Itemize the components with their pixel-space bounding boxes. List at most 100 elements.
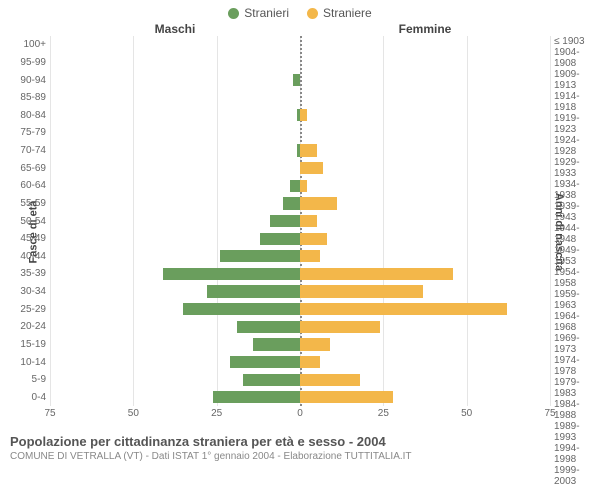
age-label: 95-99 (0, 54, 50, 72)
bar-female (300, 250, 320, 262)
birth-year-label: 1969-1973 (550, 333, 600, 355)
birth-year-label: 1914-1918 (550, 91, 600, 113)
bar-male (230, 356, 300, 368)
age-label: 20-24 (0, 318, 50, 336)
age-label: 35-39 (0, 265, 50, 283)
bar-male (207, 285, 300, 297)
bar-row (50, 283, 550, 301)
birth-year-label: 1984-1988 (550, 399, 600, 421)
x-tick-label: 50 (461, 408, 472, 419)
age-label: 70-74 (0, 142, 50, 160)
bar-row (50, 212, 550, 230)
bar-row (50, 54, 550, 72)
bar-female (300, 338, 330, 350)
bar-row (50, 336, 550, 354)
bar-male (183, 303, 300, 315)
age-label: 45-49 (0, 230, 50, 248)
bar-female (300, 197, 337, 209)
grid-line (550, 36, 551, 406)
bar-male (237, 321, 300, 333)
birth-year-label: 1949-1953 (550, 245, 600, 267)
age-label: 75-79 (0, 124, 50, 142)
bar-male (283, 197, 300, 209)
bar-row (50, 353, 550, 371)
chart-title: Popolazione per cittadinanza straniera p… (10, 434, 590, 449)
birth-year-label: 1924-1928 (550, 135, 600, 157)
bar-male (270, 215, 300, 227)
legend: Stranieri Straniere (0, 0, 600, 22)
bar-male (293, 74, 300, 86)
bar-row (50, 318, 550, 336)
bar-female (300, 321, 380, 333)
birth-year-label: 1954-1958 (550, 267, 600, 289)
age-label: 25-29 (0, 300, 50, 318)
bar-male (290, 180, 300, 192)
header-male: Maschi (50, 22, 300, 36)
age-label: 90-94 (0, 71, 50, 89)
age-label: 10-14 (0, 353, 50, 371)
bar-female (300, 215, 317, 227)
legend-item-male: Stranieri (228, 6, 289, 20)
bar-row (50, 265, 550, 283)
bar-male (220, 250, 300, 262)
bar-row (50, 389, 550, 407)
plot-area (50, 36, 550, 406)
bar-row (50, 89, 550, 107)
birth-year-label: 1964-1968 (550, 311, 600, 333)
birth-year-label: 1994-1998 (550, 443, 600, 465)
birth-year-label: 1999-2003 (550, 465, 600, 487)
header-female: Femmine (300, 22, 550, 36)
legend-item-female: Straniere (307, 6, 372, 20)
bar-male (243, 374, 300, 386)
x-tick-label: 25 (378, 408, 389, 419)
birth-year-label: 1904-1908 (550, 47, 600, 69)
female-swatch-icon (307, 8, 318, 19)
bar-female (300, 285, 423, 297)
bar-row (50, 36, 550, 54)
x-tick-label: 50 (128, 408, 139, 419)
bar-female (300, 162, 323, 174)
x-tick-label: 75 (44, 408, 55, 419)
bar-row (50, 300, 550, 318)
column-headers: Maschi Femmine (0, 22, 600, 36)
bar-row (50, 177, 550, 195)
y-labels-age: 100+95-9990-9485-8980-8475-7970-7465-696… (0, 36, 50, 406)
bar-rows (50, 36, 550, 406)
age-label: 65-69 (0, 159, 50, 177)
birth-year-label: 1974-1978 (550, 355, 600, 377)
bar-female (300, 374, 360, 386)
x-tick-label: 0 (297, 408, 303, 419)
age-label: 60-64 (0, 177, 50, 195)
birth-year-label: 1929-1933 (550, 157, 600, 179)
bar-male (260, 233, 300, 245)
bar-female (300, 109, 307, 121)
birth-year-label: ≤ 1903 (550, 36, 600, 47)
chart-area: Fasce di età Anni di nascita 100+95-9990… (0, 36, 600, 428)
birth-year-label: 1934-1938 (550, 179, 600, 201)
bar-female (300, 233, 327, 245)
age-label: 15-19 (0, 336, 50, 354)
bar-male (213, 391, 300, 403)
birth-year-label: 1959-1963 (550, 289, 600, 311)
y-labels-birth: ≤ 19031904-19081909-19131914-19181919-19… (550, 36, 600, 406)
x-axis: 7550250255075 (50, 406, 550, 428)
bar-row (50, 195, 550, 213)
bar-row (50, 124, 550, 142)
age-label: 100+ (0, 36, 50, 54)
age-label: 5-9 (0, 371, 50, 389)
bar-female (300, 356, 320, 368)
birth-year-label: 1919-1923 (550, 113, 600, 135)
legend-male-label: Stranieri (244, 6, 289, 20)
birth-year-label: 1909-1913 (550, 69, 600, 91)
birth-year-label: 1944-1948 (550, 223, 600, 245)
bar-male (253, 338, 300, 350)
bar-row (50, 159, 550, 177)
bar-row (50, 142, 550, 160)
chart-subtitle: COMUNE DI VETRALLA (VT) - Dati ISTAT 1° … (10, 451, 590, 462)
bar-female (300, 180, 307, 192)
footer: Popolazione per cittadinanza straniera p… (0, 428, 600, 462)
bar-row (50, 71, 550, 89)
age-label: 50-54 (0, 212, 50, 230)
bar-female (300, 303, 507, 315)
age-label: 80-84 (0, 107, 50, 125)
